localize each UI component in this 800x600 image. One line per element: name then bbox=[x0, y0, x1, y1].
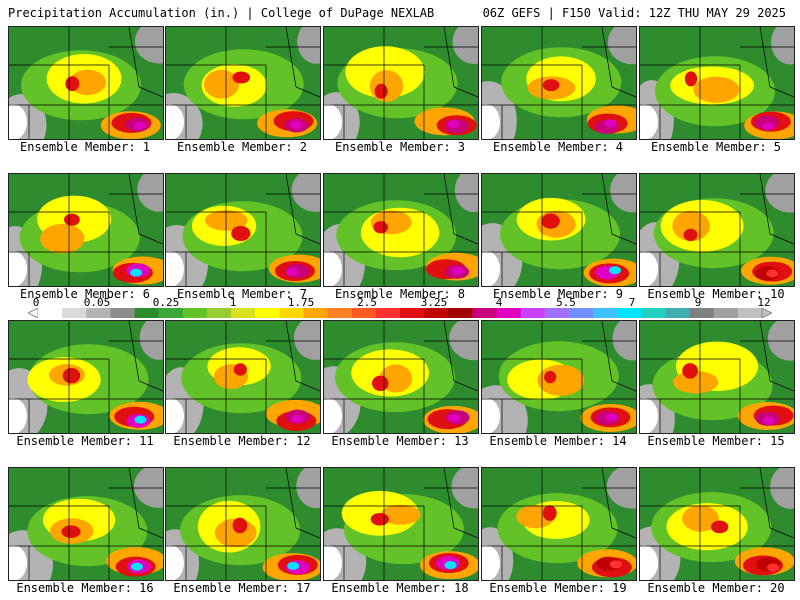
member-label-19: Ensemble Member: 19 bbox=[489, 581, 627, 595]
colorbar-tick-label: 0 bbox=[32, 296, 40, 309]
ensemble-map-9 bbox=[481, 173, 637, 287]
member-label-9: Ensemble Member: 9 bbox=[492, 287, 624, 301]
colorbar-swatch bbox=[303, 308, 329, 318]
ensemble-map-14 bbox=[481, 320, 637, 434]
colorbar-tick-label: 7 bbox=[628, 296, 636, 309]
run-valid-time: 06Z GEFS | F150 Valid: 12Z THU MAY 29 20… bbox=[482, 6, 786, 20]
colorbar-swatch bbox=[351, 308, 377, 318]
colorbar-swatch bbox=[544, 308, 570, 318]
colorbar-swatch bbox=[255, 308, 280, 318]
colorbar-swatch bbox=[62, 308, 87, 318]
colorbar-tick-label: 3.25 bbox=[420, 296, 448, 309]
member-label-16: Ensemble Member: 16 bbox=[16, 581, 154, 595]
colorbar-tick-label: 9 bbox=[694, 296, 702, 309]
ensemble-map-17 bbox=[165, 467, 321, 581]
colorbar-tick-label: 1 bbox=[229, 296, 237, 309]
colorbar-swatch bbox=[737, 308, 763, 318]
colorbar-tick-label: 5.5 bbox=[556, 296, 576, 309]
ensemble-map-16 bbox=[8, 467, 164, 581]
ensemble-map-8 bbox=[323, 173, 479, 287]
colorbar-swatch bbox=[182, 308, 208, 318]
colorbar-swatch bbox=[641, 308, 666, 318]
colorbar-swatch bbox=[593, 308, 618, 318]
colorbar-tick-label: 12 bbox=[757, 296, 771, 309]
colorbar-swatch bbox=[496, 308, 522, 318]
colorbar-swatch bbox=[424, 308, 449, 318]
colorbar-swatch bbox=[713, 308, 739, 318]
ensemble-map-1 bbox=[8, 26, 164, 140]
ensemble-map-15 bbox=[639, 320, 795, 434]
colorbar-tick-label: 0.05 bbox=[83, 296, 111, 309]
member-label-5: Ensemble Member: 5 bbox=[650, 140, 782, 154]
member-label-13: Ensemble Member: 13 bbox=[331, 434, 469, 448]
colorbar-swatch bbox=[568, 308, 594, 318]
ensemble-map-11 bbox=[8, 320, 164, 434]
ensemble-map-20 bbox=[639, 467, 795, 581]
colorbar bbox=[28, 308, 772, 318]
colorbar-tick-label: 0.25 bbox=[152, 296, 180, 309]
colorbar-tick-label: 4 bbox=[495, 296, 503, 309]
colorbar-swatch bbox=[472, 308, 498, 318]
member-label-4: Ensemble Member: 4 bbox=[492, 140, 624, 154]
colorbar-swatch bbox=[279, 308, 304, 318]
member-label-10: Ensemble Member: 10 bbox=[647, 287, 785, 301]
ensemble-map-2 bbox=[165, 26, 321, 140]
colorbar-tick-label: 1.75 bbox=[287, 296, 315, 309]
member-label-14: Ensemble Member: 14 bbox=[489, 434, 627, 448]
colorbar-swatch bbox=[665, 308, 691, 318]
colorbar-swatch bbox=[38, 308, 63, 318]
ensemble-map-18 bbox=[323, 467, 479, 581]
colorbar-max-arrow bbox=[761, 308, 772, 318]
ensemble-map-5 bbox=[639, 26, 795, 140]
ensemble-map-19 bbox=[481, 467, 637, 581]
chart-title: Precipitation Accumulation (in.) | Colle… bbox=[8, 6, 435, 20]
member-label-11: Ensemble Member: 11 bbox=[16, 434, 154, 448]
ensemble-map-7 bbox=[165, 173, 321, 287]
member-label-7: Ensemble Member: 7 bbox=[176, 287, 308, 301]
colorbar-swatch bbox=[158, 308, 184, 318]
member-label-20: Ensemble Member: 20 bbox=[647, 581, 785, 595]
colorbar-swatch bbox=[375, 308, 401, 318]
ensemble-map-6 bbox=[8, 173, 164, 287]
ensemble-map-10 bbox=[639, 173, 795, 287]
colorbar-swatch bbox=[86, 308, 111, 318]
colorbar-swatch bbox=[206, 308, 232, 318]
member-label-18: Ensemble Member: 18 bbox=[331, 581, 469, 595]
colorbar-swatch bbox=[448, 308, 473, 318]
colorbar-swatch bbox=[520, 308, 546, 318]
colorbar-swatch bbox=[689, 308, 715, 318]
ensemble-map-12 bbox=[165, 320, 321, 434]
colorbar-swatch bbox=[327, 308, 353, 318]
member-label-3: Ensemble Member: 3 bbox=[334, 140, 466, 154]
colorbar-swatch bbox=[110, 308, 136, 318]
ensemble-map-4 bbox=[481, 26, 637, 140]
ensemble-map-13 bbox=[323, 320, 479, 434]
colorbar-swatch bbox=[400, 308, 425, 318]
ensemble-map-3 bbox=[323, 26, 479, 140]
member-label-8: Ensemble Member: 8 bbox=[334, 287, 466, 301]
colorbar-swatch bbox=[231, 308, 256, 318]
member-label-17: Ensemble Member: 17 bbox=[173, 581, 311, 595]
member-label-15: Ensemble Member: 15 bbox=[647, 434, 785, 448]
member-label-1: Ensemble Member: 1 bbox=[19, 140, 151, 154]
member-label-12: Ensemble Member: 12 bbox=[173, 434, 311, 448]
colorbar-swatch bbox=[617, 308, 642, 318]
member-label-6: Ensemble Member: 6 bbox=[19, 287, 151, 301]
colorbar-swatch bbox=[134, 308, 160, 318]
colorbar-min-arrow bbox=[28, 308, 39, 318]
member-label-2: Ensemble Member: 2 bbox=[176, 140, 308, 154]
colorbar-tick-label: 2.5 bbox=[357, 296, 377, 309]
